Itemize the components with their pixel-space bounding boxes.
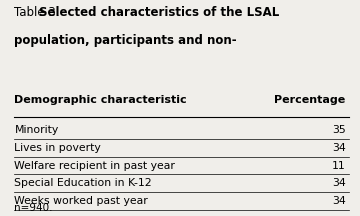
Text: Lives in poverty: Lives in poverty	[14, 143, 101, 153]
Text: 34: 34	[332, 196, 346, 206]
Text: Welfare recipient in past year: Welfare recipient in past year	[14, 160, 175, 170]
Text: 11: 11	[332, 160, 346, 170]
Text: Demographic characteristic: Demographic characteristic	[14, 95, 187, 105]
Text: Table 3.: Table 3.	[14, 6, 64, 19]
Text: Minority: Minority	[14, 125, 59, 135]
Text: 34: 34	[332, 143, 346, 153]
Text: Percentage: Percentage	[274, 95, 346, 105]
Text: Special Education in K-12: Special Education in K-12	[14, 178, 152, 188]
Text: 35: 35	[332, 125, 346, 135]
Text: Selected characteristics of the LSAL: Selected characteristics of the LSAL	[39, 6, 279, 19]
Text: n=940.: n=940.	[14, 203, 53, 213]
Text: Weeks worked past year: Weeks worked past year	[14, 196, 148, 206]
Text: 34: 34	[332, 178, 346, 188]
Text: population, participants and non-: population, participants and non-	[14, 34, 237, 48]
